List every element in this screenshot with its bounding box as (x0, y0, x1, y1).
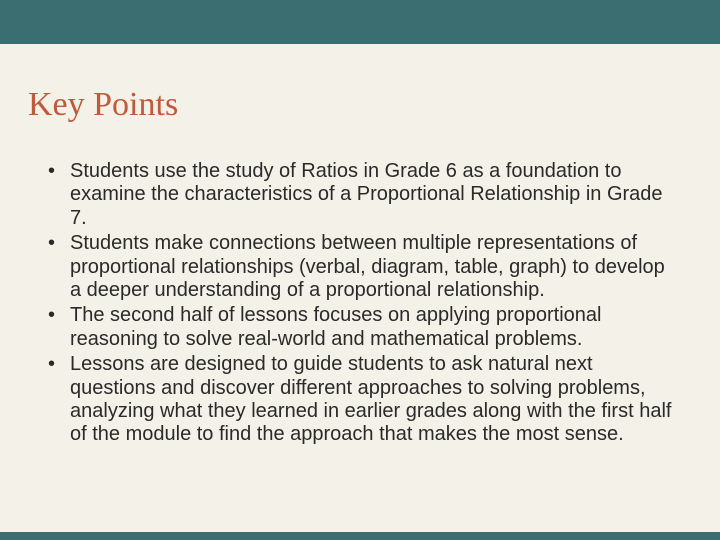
slide-title: Key Points (28, 86, 178, 124)
bullet-item: Lessons are designed to guide students t… (40, 353, 680, 447)
bullet-item: Students use the study of Ratios in Grad… (40, 160, 680, 230)
bottom-border-bar (0, 532, 720, 540)
slide-container: Key Points Students use the study of Rat… (0, 0, 720, 540)
slide-content: Students use the study of Ratios in Grad… (40, 160, 680, 449)
bullet-item: The second half of lessons focuses on ap… (40, 304, 680, 351)
bullet-item: Students make connections between multip… (40, 232, 680, 302)
bullet-list: Students use the study of Ratios in Grad… (40, 160, 680, 447)
top-border-bar (0, 0, 720, 44)
